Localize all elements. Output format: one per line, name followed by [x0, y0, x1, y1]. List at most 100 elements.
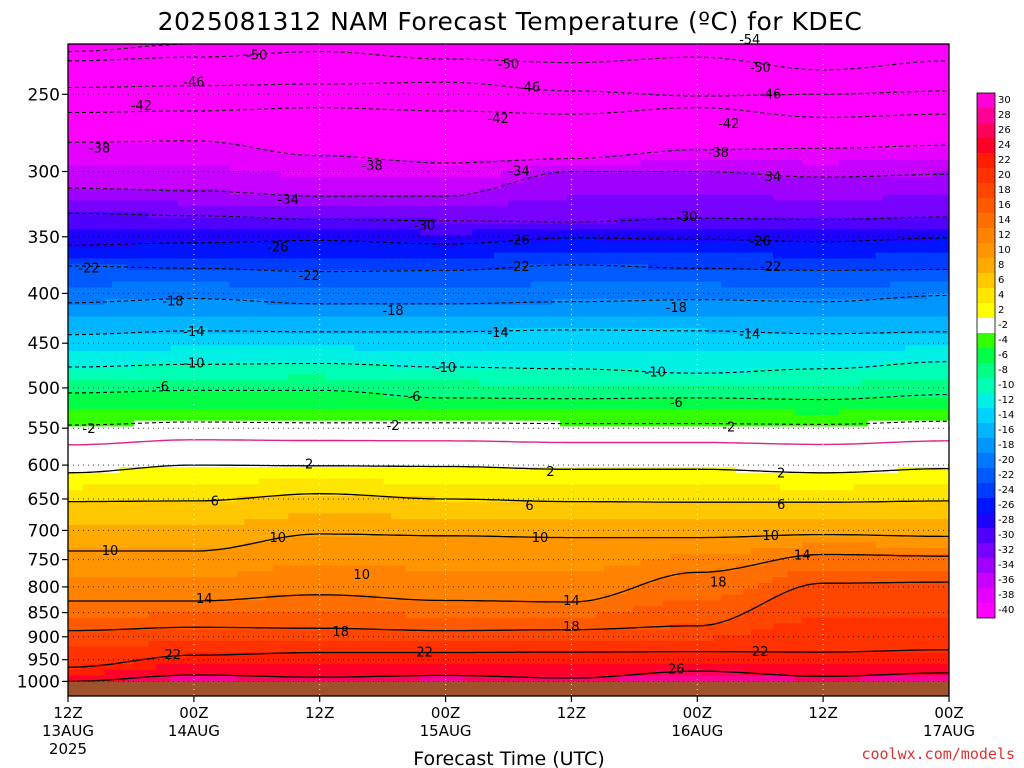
field-cell	[200, 183, 209, 190]
field-cell	[200, 281, 209, 288]
field-cell	[178, 438, 187, 445]
field-cell	[141, 223, 150, 231]
field-cell	[310, 298, 319, 306]
field-cell	[134, 333, 143, 341]
field-cell	[82, 159, 91, 167]
field-cell	[200, 391, 209, 399]
field-cell	[391, 252, 399, 259]
field-cell	[339, 629, 348, 636]
field-cell	[214, 136, 223, 144]
field-cell	[200, 490, 209, 497]
field-cell	[317, 345, 326, 352]
field-cell	[251, 443, 260, 451]
field-cell	[207, 548, 216, 555]
field-cell	[266, 264, 275, 271]
field-cell	[90, 380, 98, 387]
field-cell	[119, 258, 128, 265]
field-cell	[346, 287, 355, 294]
field-cell	[170, 507, 179, 514]
field-cell	[112, 339, 120, 346]
field-cell	[148, 542, 157, 549]
field-cell	[339, 241, 348, 248]
field-cell	[317, 472, 326, 480]
field-cell	[170, 333, 179, 341]
field-cell	[288, 438, 297, 445]
field-cell	[266, 443, 275, 451]
field-cell	[244, 640, 253, 648]
field-cell	[332, 275, 341, 283]
field-cell	[251, 409, 260, 416]
field-cell	[266, 84, 275, 91]
field-cell	[324, 380, 333, 387]
field-cell	[126, 496, 135, 503]
field-cell	[273, 101, 282, 109]
field-cell	[317, 635, 326, 642]
field-cell	[214, 252, 223, 259]
field-cell	[68, 472, 76, 480]
field-cell	[185, 577, 194, 584]
field-cell	[170, 125, 179, 132]
field-cell	[266, 327, 275, 335]
field-cell	[229, 148, 238, 155]
field-cell	[383, 449, 392, 457]
field-cell	[258, 212, 267, 219]
field-cell	[178, 270, 187, 277]
field-cell	[178, 194, 187, 202]
field-cell	[376, 577, 385, 584]
field-cell	[354, 264, 363, 271]
field-cell	[97, 351, 106, 358]
field-cell	[170, 478, 179, 485]
field-cell	[361, 194, 370, 202]
field-cell	[222, 640, 231, 648]
field-cell	[280, 125, 289, 132]
field-cell	[398, 258, 407, 265]
field-cell	[134, 322, 143, 329]
field-cell	[302, 664, 311, 671]
field-cell	[75, 252, 84, 259]
field-cell	[148, 664, 157, 671]
field-cell	[170, 380, 179, 387]
field-cell	[369, 553, 377, 561]
field-cell	[170, 409, 179, 416]
field-cell	[222, 78, 231, 86]
field-cell	[339, 611, 348, 619]
field-cell	[163, 316, 172, 323]
field-cell	[339, 316, 348, 323]
field-cell	[266, 293, 275, 300]
field-cell	[310, 264, 319, 271]
field-cell	[126, 310, 135, 317]
field-cell	[288, 90, 297, 97]
field-cell	[280, 316, 289, 323]
field-cell	[156, 455, 165, 462]
field-cell	[156, 513, 165, 520]
field-cell	[391, 72, 399, 80]
field-cell	[82, 426, 91, 433]
field-cell	[288, 322, 297, 329]
field-cell	[376, 258, 385, 265]
field-cell	[258, 675, 267, 683]
field-cell	[200, 270, 209, 277]
field-cell	[222, 380, 231, 387]
field-cell	[302, 542, 311, 549]
field-cell	[214, 606, 223, 613]
field-cell	[126, 443, 135, 451]
field-cell	[317, 640, 326, 648]
field-cell	[317, 136, 326, 144]
field-cell	[273, 548, 282, 555]
field-cell	[244, 565, 253, 572]
field-cell	[236, 646, 245, 654]
field-cell	[302, 246, 311, 254]
field-cell	[266, 484, 275, 491]
field-cell	[141, 490, 150, 497]
field-cell	[369, 177, 377, 184]
field-cell	[244, 44, 253, 51]
field-cell	[332, 310, 341, 317]
field-cell	[346, 200, 355, 207]
field-cell	[251, 194, 260, 202]
field-cell	[148, 44, 157, 51]
field-cell	[244, 246, 253, 254]
field-cell	[280, 629, 289, 636]
field-cell	[339, 171, 348, 178]
field-cell	[229, 44, 238, 51]
field-cell	[170, 530, 179, 538]
